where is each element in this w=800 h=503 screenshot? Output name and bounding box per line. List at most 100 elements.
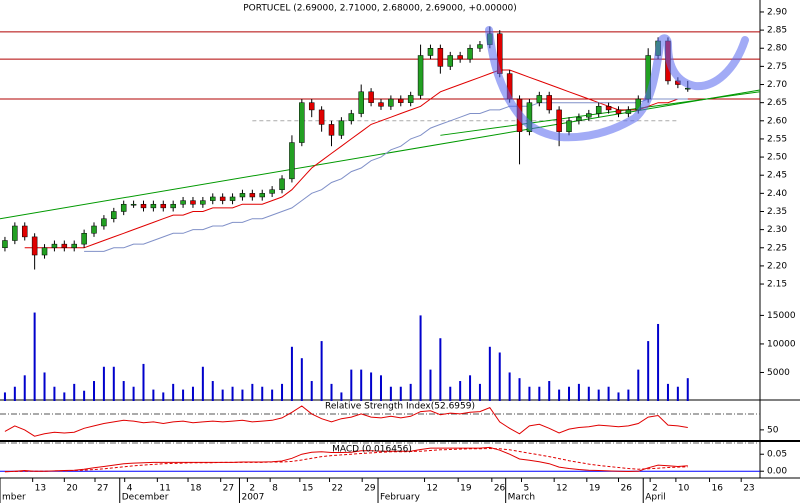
y-tick-label: 2.50 bbox=[767, 153, 787, 163]
candle-body bbox=[477, 44, 483, 49]
x-tick-label: 19 bbox=[460, 484, 472, 494]
candle-body bbox=[308, 102, 315, 111]
month-label: December bbox=[122, 493, 169, 503]
candle-body bbox=[269, 189, 275, 194]
month-label: March bbox=[508, 493, 535, 503]
volume-bar bbox=[310, 381, 313, 401]
month-label: 2007 bbox=[241, 493, 264, 503]
volume-bar bbox=[587, 386, 590, 401]
candle-body bbox=[576, 116, 582, 122]
x-tick-label: 13 bbox=[35, 484, 46, 494]
volume-bar bbox=[122, 381, 125, 401]
candle-body bbox=[299, 102, 305, 143]
candle-body bbox=[427, 47, 434, 56]
candle-body bbox=[279, 178, 285, 190]
y-tick-label: 2.90 bbox=[767, 7, 787, 17]
volume-bar bbox=[627, 389, 630, 401]
candle-body bbox=[160, 203, 167, 209]
candle-body bbox=[239, 193, 246, 198]
volume-bar bbox=[3, 392, 6, 401]
candle-body bbox=[447, 55, 454, 67]
candle-body bbox=[91, 225, 97, 234]
volume-bar bbox=[23, 375, 26, 401]
y-tick-label: 5000 bbox=[767, 368, 790, 378]
y-tick-label: 2.25 bbox=[767, 243, 787, 253]
candle-body bbox=[338, 120, 345, 136]
y-tick-label: 2.60 bbox=[767, 116, 787, 126]
volume-bar bbox=[112, 366, 115, 401]
x-tick-label: 12 bbox=[556, 484, 567, 494]
volume-bar bbox=[251, 383, 254, 401]
month-label: April bbox=[645, 493, 666, 503]
volume-bar bbox=[538, 386, 541, 401]
candle-body bbox=[101, 218, 107, 227]
volume-bar bbox=[577, 383, 580, 401]
volume-bar bbox=[528, 386, 531, 401]
volume-bar bbox=[647, 341, 650, 401]
chart-title: PORTUCEL (2.69000, 2.71000, 2.68000, 2.6… bbox=[243, 4, 517, 14]
volume-bar bbox=[350, 369, 353, 401]
candle-body bbox=[229, 196, 236, 201]
candle-body bbox=[111, 211, 117, 219]
candle-body bbox=[81, 233, 87, 245]
y-tick-label: 50 bbox=[767, 425, 779, 435]
rsi-title: Relative Strength Index(52.6959) bbox=[325, 402, 475, 412]
volume-bar bbox=[231, 386, 234, 401]
volume-bar bbox=[182, 389, 185, 401]
candle-body bbox=[2, 240, 8, 249]
candle-body bbox=[249, 193, 256, 198]
volume-bar bbox=[637, 369, 640, 401]
candle-body bbox=[586, 113, 592, 118]
candle-body bbox=[368, 91, 374, 103]
y-tick-label: 0.00 bbox=[767, 467, 787, 477]
x-tick-label: 23 bbox=[743, 484, 754, 494]
x-tick-label: 20 bbox=[66, 484, 78, 494]
volume-bar bbox=[568, 386, 571, 401]
x-tick-label: 18 bbox=[190, 484, 202, 494]
x-tick-label: 2 bbox=[249, 484, 255, 494]
candle-body bbox=[566, 120, 572, 132]
volume-bar bbox=[221, 389, 224, 401]
candle-body bbox=[318, 109, 325, 125]
x-tick-label: 12 bbox=[427, 484, 438, 494]
volume-bar bbox=[102, 366, 105, 401]
y-tick-label: 2.15 bbox=[767, 280, 787, 290]
candle-body bbox=[200, 200, 206, 205]
y-tick-label: 2.30 bbox=[767, 225, 787, 235]
volume-bar bbox=[142, 363, 145, 401]
x-tick-label: 27 bbox=[223, 484, 234, 494]
candle-body bbox=[71, 243, 77, 249]
y-tick-label: 2.45 bbox=[767, 171, 787, 181]
volume-bar bbox=[360, 369, 363, 401]
y-tick-label: 2.65 bbox=[767, 98, 787, 108]
candle-body bbox=[150, 203, 157, 209]
volume-bar bbox=[449, 386, 452, 401]
x-tick-label: 11 bbox=[159, 484, 170, 494]
candle-body bbox=[51, 243, 58, 249]
moving-average bbox=[84, 98, 688, 252]
candle-body bbox=[556, 109, 562, 132]
x-tick-label: 26 bbox=[620, 484, 632, 494]
month-label: February bbox=[380, 493, 421, 503]
volume-bar bbox=[162, 392, 165, 401]
candle-body bbox=[61, 243, 68, 249]
trend-line bbox=[0, 89, 761, 220]
indicator-line bbox=[4, 405, 688, 437]
candle-body bbox=[259, 193, 265, 198]
candle-body bbox=[625, 109, 632, 114]
x-tick-label: 4 bbox=[127, 484, 133, 494]
y-tick-label: 2.80 bbox=[767, 44, 787, 54]
volume-bar bbox=[607, 386, 610, 401]
volume-bar bbox=[191, 386, 194, 401]
volume-bar bbox=[409, 383, 412, 401]
volume-bar bbox=[172, 383, 175, 401]
x-tick-label: 2 bbox=[652, 484, 658, 494]
y-tick-label: 2.75 bbox=[767, 62, 787, 72]
volume-bar bbox=[558, 389, 561, 401]
volume-bar bbox=[459, 381, 462, 401]
y-tick-label: 2.20 bbox=[767, 261, 787, 271]
y-tick-label: 2.55 bbox=[767, 134, 787, 144]
x-tick-label: 15 bbox=[302, 484, 313, 494]
